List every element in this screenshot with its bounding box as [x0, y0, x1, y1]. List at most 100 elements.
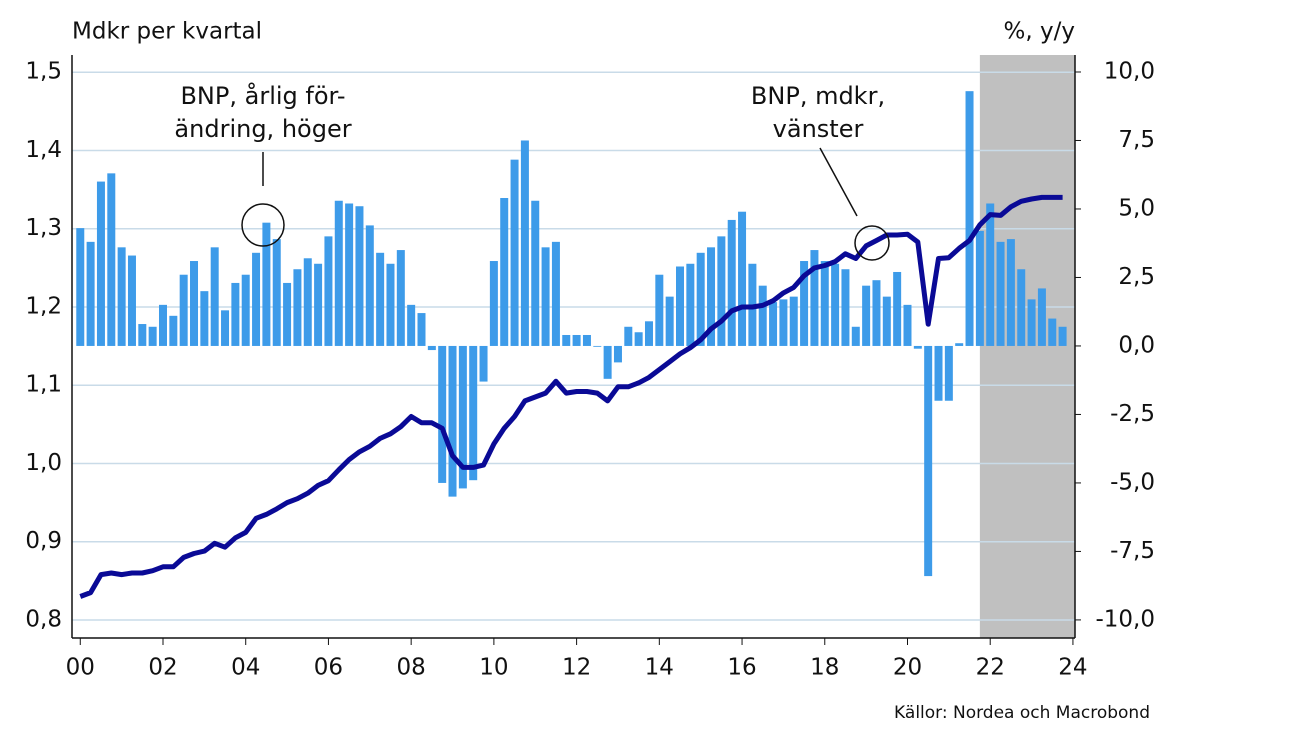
bar [127, 255, 136, 346]
bar [148, 326, 157, 346]
y-tick-label: 1,0 [25, 450, 62, 476]
bar [603, 345, 612, 379]
y-tick-label: 1,4 [25, 137, 62, 163]
bar [407, 304, 416, 346]
bar [758, 285, 767, 346]
bar [686, 263, 695, 346]
bar [831, 263, 840, 346]
line [79, 194, 1063, 599]
bar [86, 241, 95, 346]
bar [324, 236, 333, 346]
x-tick-label: 24 [1058, 655, 1087, 681]
bar [975, 230, 984, 346]
bar [800, 261, 809, 346]
bar [272, 239, 281, 346]
bar [717, 236, 726, 346]
y2-tick-label: -7,5 [1110, 538, 1155, 564]
y2-tick-label: -10,0 [1095, 606, 1155, 632]
annotation: vänster [773, 115, 864, 143]
bar [779, 299, 788, 346]
bar [738, 211, 747, 346]
bar [820, 261, 829, 346]
bar [210, 247, 219, 346]
bar [489, 261, 498, 346]
bar [262, 222, 271, 346]
bar [231, 282, 240, 346]
bar [996, 241, 1005, 346]
bar [862, 285, 871, 346]
bar [283, 282, 292, 346]
bar [872, 280, 881, 346]
bar [1006, 239, 1015, 346]
x-tick-label: 06 [314, 655, 343, 681]
x-tick-label: 16 [727, 655, 756, 681]
bar [531, 200, 540, 346]
x-tick-label: 10 [479, 655, 508, 681]
bar [334, 200, 343, 346]
annotation: BNP, årlig för- [180, 81, 345, 110]
bar [200, 291, 209, 346]
x-tick-label: 02 [148, 655, 177, 681]
bar [572, 334, 581, 346]
bar [117, 247, 126, 346]
bar [965, 91, 974, 346]
bar [469, 345, 478, 481]
bar [448, 345, 457, 497]
bar [221, 310, 230, 346]
bar [582, 334, 591, 346]
y-tick-label: 1,2 [25, 293, 62, 319]
bar [882, 296, 891, 346]
bar [924, 345, 933, 577]
shaded-region [979, 55, 1075, 638]
bar [955, 343, 964, 346]
bar [458, 345, 467, 489]
bar [107, 173, 116, 346]
y2-tick-label: 0,0 [1118, 332, 1155, 358]
y2-tick-label: 2,5 [1118, 264, 1155, 290]
bar [986, 203, 995, 346]
bar [314, 263, 323, 346]
y-tick-label: 1,3 [25, 215, 62, 241]
bar [613, 345, 622, 363]
bar [510, 159, 519, 346]
bar [665, 296, 674, 346]
bar [841, 269, 850, 346]
bar [624, 326, 633, 346]
bar [541, 247, 550, 346]
bar [769, 302, 778, 346]
x-tick-label: 20 [893, 655, 922, 681]
x-tick-label: 08 [397, 655, 426, 681]
bar [479, 345, 488, 382]
x-tick-label: 12 [562, 655, 591, 681]
bar [190, 261, 199, 346]
bar [138, 324, 147, 346]
bar [634, 332, 643, 346]
bar [562, 334, 571, 346]
bar [386, 263, 395, 346]
annotation-circle [854, 225, 890, 261]
x-tick-label: 00 [66, 655, 95, 681]
bar [644, 321, 653, 346]
bar [76, 228, 85, 346]
y-tick-label: 0,8 [25, 607, 62, 633]
bar [417, 313, 426, 346]
bar [438, 345, 447, 483]
bar [851, 326, 860, 346]
bar [676, 266, 685, 346]
bar [893, 271, 902, 346]
y-tick-label: 1,5 [25, 59, 62, 85]
y-tick-label: 1,1 [25, 372, 62, 398]
x-tick-label: 14 [645, 655, 674, 681]
x-tick-label: 18 [810, 655, 839, 681]
bar [303, 258, 312, 346]
bar [810, 250, 819, 346]
bar [376, 252, 385, 346]
bar [1017, 269, 1026, 346]
y2-tick-label: 10,0 [1104, 58, 1155, 84]
bar [427, 345, 436, 351]
bar [355, 206, 364, 346]
y2-axis-label: %, y/y [1004, 19, 1075, 45]
y2-tick-label: 7,5 [1118, 127, 1155, 153]
x-tick-label: 22 [976, 655, 1005, 681]
bar [500, 198, 509, 346]
